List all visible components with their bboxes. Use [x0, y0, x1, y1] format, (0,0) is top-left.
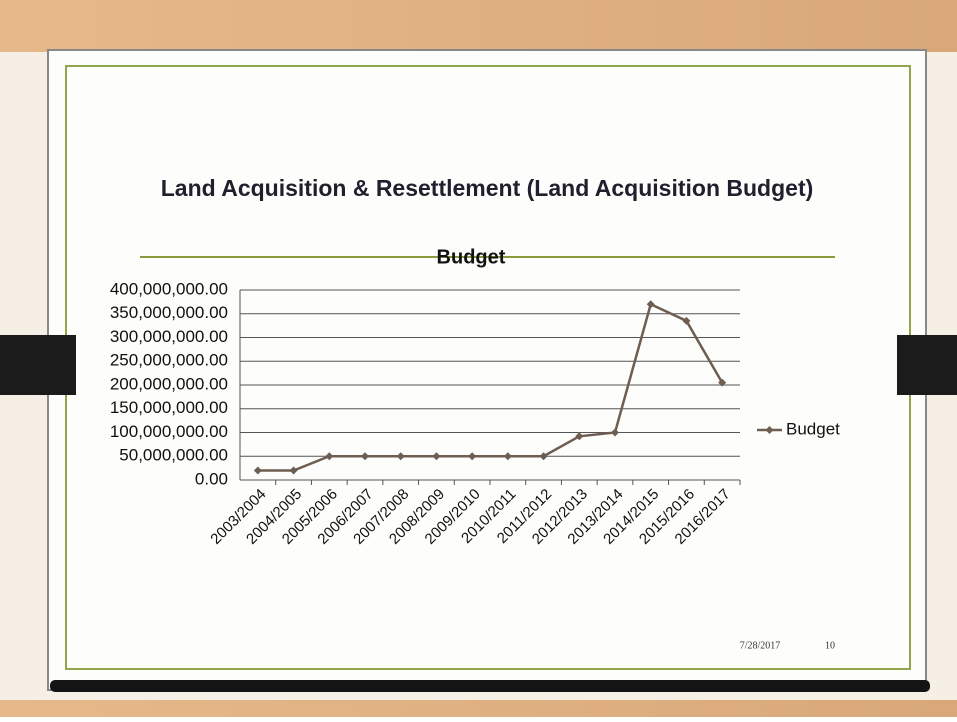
legend-label: Budget — [786, 419, 840, 438]
right-tab — [897, 335, 957, 395]
slide-page: 10 — [825, 640, 835, 651]
bottom-bar — [50, 680, 930, 692]
data-point — [575, 432, 584, 441]
y-tick-label: 150,000,000.00 — [110, 398, 228, 417]
data-point — [646, 300, 655, 309]
y-tick-label: 400,000,000.00 — [110, 279, 228, 298]
y-tick-label: 300,000,000.00 — [110, 327, 228, 346]
series-line — [257, 302, 724, 472]
data-point — [289, 466, 298, 475]
left-tab — [0, 335, 76, 395]
data-point — [253, 466, 262, 475]
slide — [47, 49, 927, 691]
legend-marker — [765, 426, 774, 434]
y-tick-label: 250,000,000.00 — [110, 351, 228, 370]
data-point — [718, 378, 727, 387]
data-point — [396, 452, 405, 461]
data-point — [361, 452, 369, 461]
data-point — [611, 428, 619, 437]
data-point — [682, 316, 691, 325]
y-tick-label: 100,000,000.00 — [110, 422, 228, 441]
y-tick-label: 50,000,000.00 — [119, 446, 228, 465]
slide-title: Land Acquisition & Resettlement (Land Ac… — [161, 175, 814, 201]
chart-title: Budget — [437, 246, 506, 268]
data-point — [468, 452, 477, 461]
y-tick-label: 0.00 — [195, 469, 228, 488]
data-point — [503, 452, 512, 461]
y-tick-label: 200,000,000.00 — [110, 374, 228, 393]
data-point — [325, 452, 334, 461]
data-point — [432, 452, 441, 461]
slide-date: 7/28/2017 — [740, 640, 781, 651]
y-tick-label: 350,000,000.00 — [110, 303, 228, 322]
data-point — [539, 452, 548, 461]
bottom-strip — [0, 700, 957, 717]
top-strip — [0, 0, 957, 52]
